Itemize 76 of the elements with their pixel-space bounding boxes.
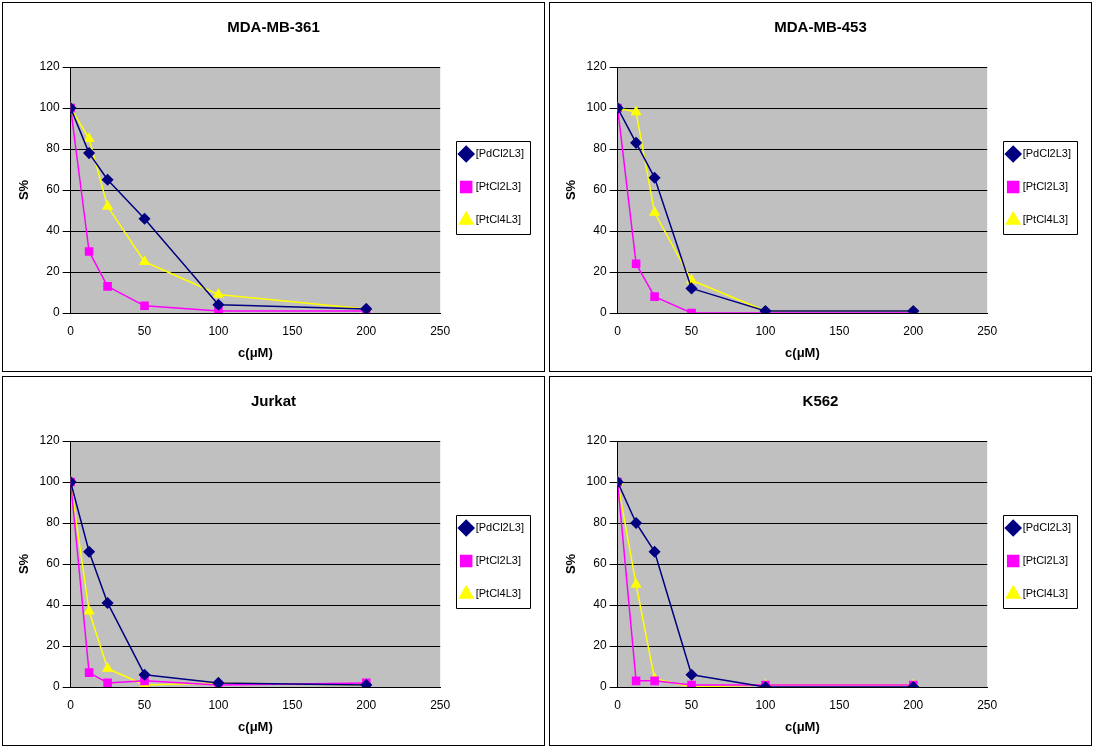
x-axis-title: c(μM) xyxy=(238,718,273,734)
y-tick-label: 120 xyxy=(39,433,60,448)
legend-label: [PdCl2L3] xyxy=(1022,521,1071,534)
legend-label: [PtCl4L3] xyxy=(475,587,521,600)
legend-label: [PdCl2L3] xyxy=(475,521,524,534)
x-tick-label: 50 xyxy=(137,323,152,338)
x-tick-label: 50 xyxy=(684,697,699,712)
chart-title: Jurkat xyxy=(250,392,297,410)
y-tick-label: 60 xyxy=(593,556,607,571)
y-axis-title: S% xyxy=(563,553,579,575)
x-tick-label: 200 xyxy=(356,323,377,338)
y-tick-label: 80 xyxy=(46,141,60,156)
y-tick-label: 80 xyxy=(593,141,607,156)
x-axis-title: c(μM) xyxy=(238,344,273,360)
y-tick-label: 60 xyxy=(46,182,60,197)
chart-title: MDA-MB-453 xyxy=(774,18,867,36)
x-tick-label: 250 xyxy=(977,323,998,338)
x-tick-label: 100 xyxy=(208,697,229,712)
legend-label: [PtCl2L3] xyxy=(475,180,521,193)
x-tick-label: 100 xyxy=(208,323,229,338)
legend-label: [PtCl4L3] xyxy=(475,213,521,226)
x-tick-label: 250 xyxy=(430,697,451,712)
x-tick-label: 100 xyxy=(755,323,776,338)
x-tick-label: 200 xyxy=(356,697,377,712)
x-tick-label: 150 xyxy=(282,323,303,338)
x-tick-label: 200 xyxy=(903,697,924,712)
x-axis-title: c(μM) xyxy=(785,344,820,360)
y-tick-label: 0 xyxy=(599,305,607,320)
x-tick-label: 250 xyxy=(977,697,998,712)
y-tick-label: 120 xyxy=(586,59,607,74)
x-tick-label: 50 xyxy=(137,697,152,712)
y-tick-label: 20 xyxy=(46,264,60,279)
y-tick-label: 40 xyxy=(593,597,607,612)
y-tick-label: 20 xyxy=(593,264,607,279)
x-tick-label: 150 xyxy=(282,697,303,712)
legend-label: [PtCl4L3] xyxy=(1022,213,1068,226)
y-tick-label: 100 xyxy=(39,100,60,115)
legend-label: [PdCl2L3] xyxy=(1022,147,1071,160)
y-tick-label: 100 xyxy=(586,474,607,489)
y-tick-label: 40 xyxy=(593,223,607,238)
x-tick-label: 150 xyxy=(829,697,850,712)
legend-label: [PtCl2L3] xyxy=(1022,180,1068,193)
y-tick-label: 100 xyxy=(39,474,60,489)
x-tick-label: 0 xyxy=(67,323,75,338)
y-tick-label: 100 xyxy=(586,100,607,115)
legend-label: [PtCl2L3] xyxy=(1022,554,1068,567)
y-axis-title: S% xyxy=(16,179,32,201)
x-tick-label: 0 xyxy=(67,697,75,712)
x-tick-label: 100 xyxy=(755,697,776,712)
x-tick-label: 200 xyxy=(903,323,924,338)
chart-title: K562 xyxy=(802,392,839,410)
y-tick-label: 120 xyxy=(586,433,607,448)
x-tick-label: 250 xyxy=(430,323,451,338)
y-tick-label: 40 xyxy=(46,597,60,612)
y-tick-label: 20 xyxy=(46,638,60,653)
y-axis-title: S% xyxy=(16,553,32,575)
y-tick-label: 0 xyxy=(52,305,60,320)
y-tick-label: 120 xyxy=(39,59,60,74)
y-tick-label: 40 xyxy=(46,223,60,238)
x-tick-label: 0 xyxy=(614,323,622,338)
y-axis-title: S% xyxy=(563,179,579,201)
x-tick-label: 50 xyxy=(684,323,699,338)
legend-label: [PtCl2L3] xyxy=(475,554,521,567)
legend-label: [PdCl2L3] xyxy=(475,147,524,160)
y-tick-label: 20 xyxy=(593,638,607,653)
legend-label: [PtCl4L3] xyxy=(1022,587,1068,600)
y-tick-label: 80 xyxy=(46,515,60,530)
y-tick-label: 80 xyxy=(593,515,607,530)
y-tick-label: 60 xyxy=(593,182,607,197)
y-tick-label: 0 xyxy=(52,679,60,694)
x-tick-label: 0 xyxy=(614,697,622,712)
y-tick-label: 0 xyxy=(599,679,607,694)
x-tick-label: 150 xyxy=(829,323,850,338)
y-tick-label: 60 xyxy=(46,556,60,571)
chart-title: MDA-MB-361 xyxy=(227,18,320,36)
x-axis-title: c(μM) xyxy=(785,718,820,734)
